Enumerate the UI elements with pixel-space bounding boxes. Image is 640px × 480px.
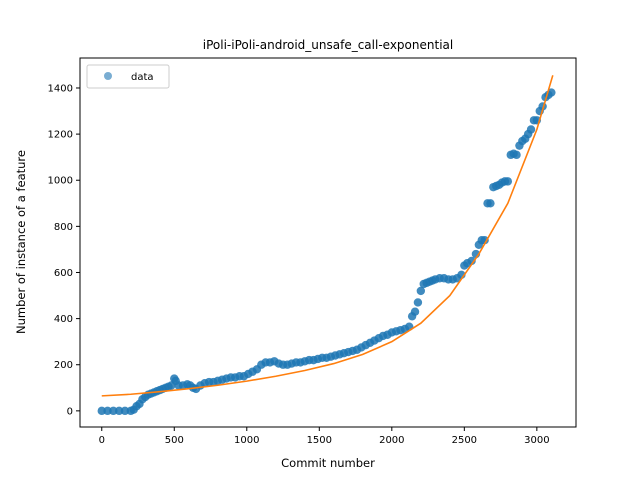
data-point-1	[103, 406, 112, 416]
x-tick-label: 1000	[234, 435, 259, 446]
x-tick-label: 2500	[452, 435, 477, 446]
data-point-109	[512, 150, 521, 160]
y-tick-label: 400	[54, 314, 73, 325]
data-point-121	[547, 88, 556, 97]
x-tick-label: 0	[99, 435, 105, 446]
legend-label-data: data	[131, 72, 154, 83]
chart-title: iPoli-iPoli-android_unsafe_call-exponent…	[203, 38, 453, 52]
plot-frame	[79, 57, 577, 428]
data-point-98	[480, 235, 489, 245]
data-point-78	[410, 307, 420, 316]
x-tick-label: 1500	[307, 435, 332, 446]
data-point-94	[467, 256, 476, 266]
data-point-4	[120, 406, 130, 416]
y-tick-label: 0	[67, 406, 73, 417]
y-tick-label: 600	[54, 268, 73, 279]
data-point-0	[97, 406, 106, 416]
legend: data	[86, 64, 170, 89]
data-layer	[97, 75, 556, 416]
plot-area	[80, 58, 576, 427]
fit-line	[101, 75, 554, 397]
data-point-100	[486, 199, 495, 208]
y-tick-label: 1000	[48, 176, 73, 187]
data-point-114	[526, 125, 536, 134]
data-point-106	[503, 177, 513, 186]
y-tick-label: 800	[54, 222, 73, 233]
data-point-2	[109, 406, 118, 416]
y-tick-label: 200	[54, 360, 73, 371]
data-point-3	[114, 406, 124, 416]
x-tick-label: 500	[165, 435, 184, 446]
data-point-80	[416, 286, 426, 296]
axes-layer: 0 500 1000 1500 2000 2500 3000 0 200 400 600 800 100…	[48, 83, 550, 446]
x-tick-label: 3000	[524, 435, 549, 446]
y-tick-label: 1200	[48, 130, 73, 141]
x-axis-label: Commit number	[281, 456, 375, 470]
legend-box	[86, 64, 170, 89]
data-point-79	[413, 298, 423, 307]
y-tick-label: 1400	[48, 83, 73, 94]
legend-marker-data	[104, 72, 112, 80]
y-axis-label: Number of instance of a feature	[14, 150, 28, 334]
x-tick-label: 2000	[379, 435, 404, 446]
